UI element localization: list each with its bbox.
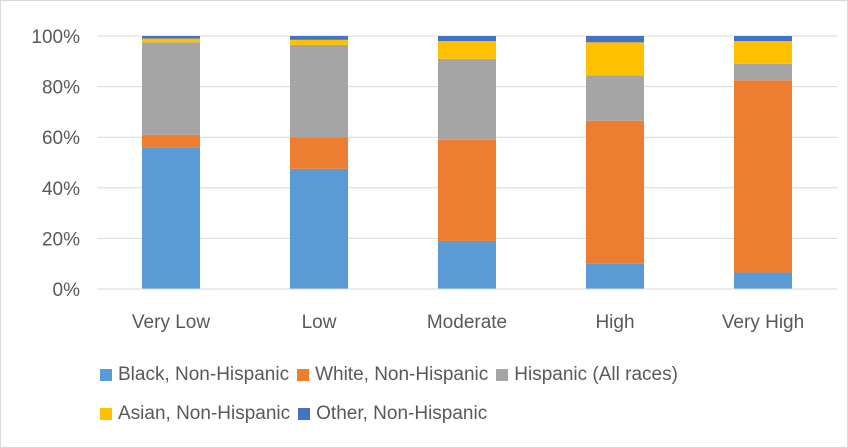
bar-segment: [438, 41, 496, 59]
bar-segment: [290, 137, 348, 169]
legend-item: Asian, Non-Hispanic: [100, 403, 290, 425]
legend-label: Asian, Non-Hispanic: [118, 403, 291, 424]
bar-segment: [290, 39, 348, 45]
bar-segment: [586, 263, 644, 289]
bar-segment: [586, 42, 644, 76]
legend-swatch: [297, 369, 310, 381]
y-tick-label: 80%: [42, 78, 80, 99]
bar-segment: [438, 36, 496, 42]
legend-row: Asian, Non-Hispanic Other, Non-Hispanic: [100, 403, 495, 425]
bar-segment: [438, 139, 496, 241]
y-tick-label: 40%: [42, 179, 80, 200]
bar-segment: [734, 272, 792, 289]
bar-segment: [734, 63, 792, 81]
x-tick-label: Moderate: [427, 312, 507, 333]
bar-segment: [290, 168, 348, 289]
legend-item: White, Non-Hispanic: [297, 364, 488, 386]
x-tick-label: Very Low: [132, 312, 210, 333]
y-tick-label: 20%: [42, 229, 80, 250]
bar-segment: [734, 41, 792, 64]
x-tick-label: Very High: [722, 312, 804, 333]
bar-segment: [142, 38, 200, 43]
legend-swatch: [496, 369, 509, 381]
legend-label: Other, Non-Hispanic: [316, 403, 488, 424]
bar-segment: [142, 36, 200, 39]
bar-segment: [586, 120, 644, 264]
legend-label: Black, Non-Hispanic: [118, 364, 290, 385]
bar-segment: [734, 80, 792, 273]
legend-swatch: [100, 408, 112, 420]
y-tick-label: 0%: [53, 280, 81, 301]
legend-row: Black, Non-Hispanic White, Non-Hispanic Hi…: [100, 364, 686, 386]
y-tick-label: 60%: [42, 128, 80, 149]
x-tick-label: Low: [302, 312, 337, 333]
bar-segment: [142, 147, 200, 289]
bar-segment: [438, 240, 496, 289]
bar-segment: [290, 36, 348, 40]
legend-swatch: [100, 369, 112, 381]
bar-segment: [734, 36, 792, 42]
legend-item: Hispanic (All races): [496, 364, 678, 386]
x-tick-label: High: [595, 312, 634, 333]
legend-item: Other, Non-Hispanic: [298, 403, 487, 425]
legend-label: White, Non-Hispanic: [315, 364, 489, 385]
bar-segment: [438, 58, 496, 140]
bar-segment: [586, 36, 644, 43]
y-tick-label: 100%: [31, 27, 80, 48]
bar-segment: [142, 42, 200, 135]
legend-swatch: [298, 408, 311, 420]
bar-segment: [142, 134, 200, 148]
bar-segment: [290, 44, 348, 138]
legend-item: Black, Non-Hispanic: [100, 364, 289, 386]
legend-label: Hispanic (All races): [514, 364, 678, 385]
bar-segment: [586, 75, 644, 121]
